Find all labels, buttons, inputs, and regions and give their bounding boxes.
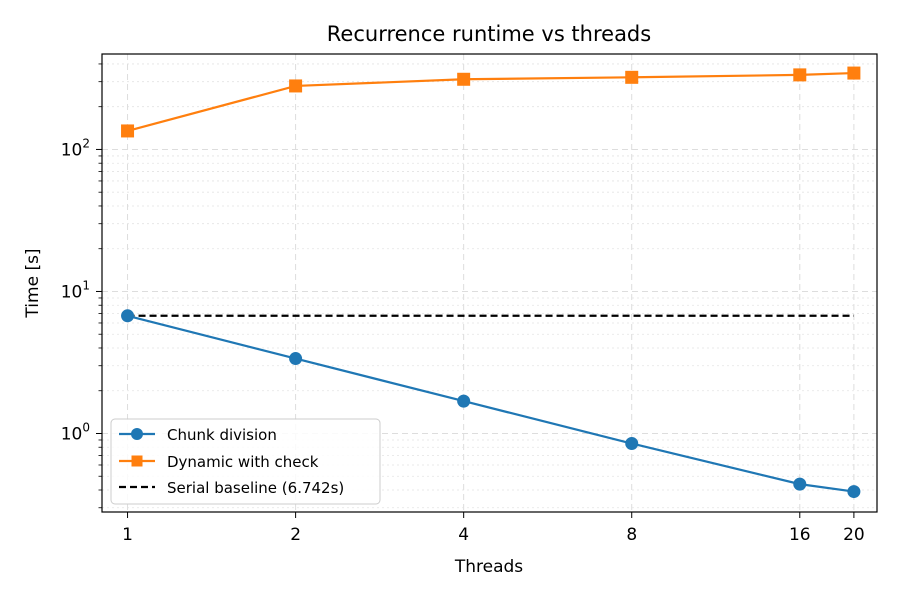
data-point-dynamic-with-check [457,72,471,86]
legend-label-dynamic-with-check: Dynamic with check [167,453,319,471]
series-line-dynamic-with-check [127,71,854,133]
x-tick-label: 2 [290,525,301,545]
x-tick-label: 20 [843,525,865,545]
x-tick-label: 16 [789,525,811,545]
y-tick-label: 100 [61,420,90,444]
data-point-chunk-division [289,352,303,366]
data-point-chunk-division [121,309,135,323]
data-point-chunk-division [625,437,639,451]
legend-label-serial-baseline: Serial baseline (6.742s) [167,479,344,497]
chart-title: Recurrence runtime vs threads [327,22,651,46]
legend-frame [110,418,381,505]
legend-label-chunk-division: Chunk division [167,426,277,444]
data-point-dynamic-with-check [847,66,861,80]
data-point-dynamic-with-check [121,124,135,138]
x-tick-label: 4 [458,525,469,545]
data-point-dynamic-with-check [289,79,303,93]
data-point-chunk-division [847,485,861,499]
legend-marker-chunk-division [131,428,143,440]
data-point-dynamic-with-check [793,68,807,82]
series-layer [121,66,861,499]
data-point-chunk-division [793,477,807,491]
data-point-chunk-division [457,394,471,408]
x-tick-label: 8 [626,525,637,545]
legend: Chunk division Dynamic with check Serial… [110,418,381,505]
x-tick-label: 1 [122,525,133,545]
x-axis-label: Threads [454,557,523,577]
plot-frame [101,53,878,513]
data-point-dynamic-with-check [625,70,639,84]
y-axis-label: Time [s] [23,248,43,318]
series-line-chunk-division [127,314,855,493]
legend-marker-dynamic-with-check [131,455,143,467]
